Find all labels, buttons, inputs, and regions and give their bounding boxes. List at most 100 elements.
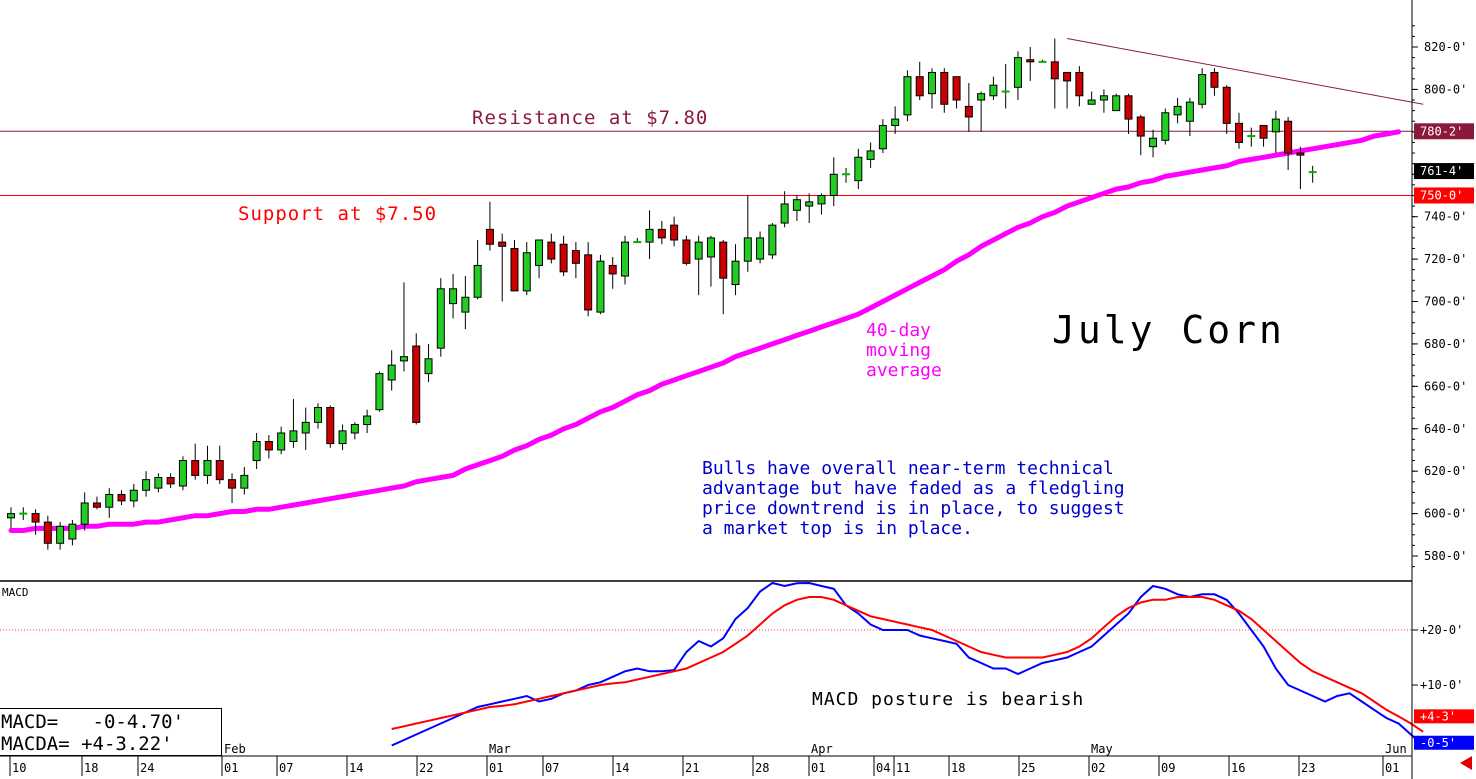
candle <box>706 235 715 287</box>
candle-body <box>1284 120 1293 154</box>
candle <box>264 435 273 459</box>
candle <box>338 424 347 450</box>
candle <box>449 273 458 319</box>
candle <box>670 216 679 247</box>
candle-body <box>891 118 900 126</box>
candle-body <box>952 76 961 101</box>
candle-body <box>350 424 359 434</box>
date-tick-label: 01 <box>811 761 825 775</box>
macda-line <box>391 596 1424 733</box>
candle <box>1222 85 1231 134</box>
candle <box>1185 97 1194 137</box>
ma-label-line-1: 40-day <box>866 320 931 341</box>
price-tick-label: 820-0' <box>1424 40 1467 54</box>
candle-body <box>1063 71 1072 82</box>
price-tag-label: 780-2' <box>1420 124 1463 138</box>
ma-label-line-2: moving <box>866 340 931 361</box>
price-tick-label: 640-0' <box>1424 422 1467 436</box>
date-tick-label: 14 <box>615 761 629 775</box>
candle-body <box>547 241 556 260</box>
candle <box>80 492 89 531</box>
scroll-left-arrow-icon[interactable] <box>1460 756 1472 770</box>
candle <box>43 515 52 550</box>
macd-readout-line: MACD= -0-4.70' <box>1 711 185 733</box>
candle <box>412 333 421 425</box>
candle-body <box>399 356 408 362</box>
candle <box>485 201 494 251</box>
candle <box>68 519 77 546</box>
candle <box>1173 97 1182 124</box>
candle <box>608 256 617 289</box>
candle-body <box>559 243 568 273</box>
date-tick-label: 18 <box>951 761 965 775</box>
moving-average-line <box>8 129 1402 533</box>
macd-readout: MACD= -0-4.70' MACDA= +4-3.22' <box>0 708 222 756</box>
date-tick-label: 01 <box>224 761 238 775</box>
price-tick-label: 660-0' <box>1424 379 1467 393</box>
candle-body <box>621 241 629 277</box>
candle-body <box>363 415 372 426</box>
macda-readout-line: MACDA= +4-3.22' <box>1 733 173 755</box>
candle <box>731 244 740 296</box>
candle-body <box>228 479 237 489</box>
candle-body <box>1136 116 1145 137</box>
candle <box>228 473 237 503</box>
price-tick-label: 740-0' <box>1424 210 1467 224</box>
candle-body <box>805 201 814 207</box>
note-line-3: price downtrend is in place, to suggest <box>702 498 1125 519</box>
candle <box>1038 59 1047 63</box>
candle <box>166 473 175 489</box>
price-tag <box>1414 187 1474 204</box>
macd-value-tag-label: -0-5' <box>1420 736 1456 750</box>
candle <box>289 399 298 448</box>
candle-body <box>215 460 224 481</box>
candle <box>940 68 949 113</box>
candle <box>154 473 163 493</box>
candle <box>805 193 814 224</box>
candle-body <box>817 194 826 205</box>
candle-body <box>264 440 273 451</box>
candle <box>142 471 151 497</box>
candle <box>1296 146 1305 190</box>
candle <box>952 76 961 109</box>
candle-body <box>473 264 482 298</box>
candle <box>1235 112 1243 149</box>
candle-body <box>682 239 691 264</box>
month-label: Feb <box>224 742 246 756</box>
candle-body <box>670 224 679 241</box>
candle-body <box>68 523 77 540</box>
candle-body <box>498 241 507 247</box>
candle <box>547 233 556 264</box>
candle-body <box>1149 137 1158 148</box>
candle <box>56 522 65 550</box>
candle <box>633 237 642 244</box>
candle <box>817 193 826 215</box>
macd-panel <box>0 581 1424 747</box>
candle-body <box>56 525 65 544</box>
candle-body <box>1075 71 1084 97</box>
candle <box>645 210 654 260</box>
candle-body <box>510 247 519 292</box>
date-tick-label: 22 <box>419 761 433 775</box>
candle <box>301 407 310 450</box>
price-tick-label: 680-0' <box>1424 337 1467 351</box>
candle <box>1149 129 1158 158</box>
downtrend-line <box>1066 38 1424 105</box>
candle <box>903 70 912 122</box>
note-line-4: a market top is in place. <box>702 518 973 539</box>
candle-body <box>31 513 40 523</box>
candle-body <box>289 430 298 442</box>
candle <box>31 509 40 535</box>
candle <box>1026 47 1035 81</box>
price-tag-label: 750-0' <box>1420 188 1463 202</box>
candle <box>780 191 789 228</box>
candle-body <box>387 364 396 381</box>
candle <box>682 235 691 266</box>
candle-body <box>584 254 593 311</box>
candle-body <box>768 224 777 256</box>
candle-body <box>412 345 421 423</box>
candle-body <box>915 76 924 97</box>
candle-body <box>375 373 384 411</box>
candle-body <box>1222 86 1231 124</box>
